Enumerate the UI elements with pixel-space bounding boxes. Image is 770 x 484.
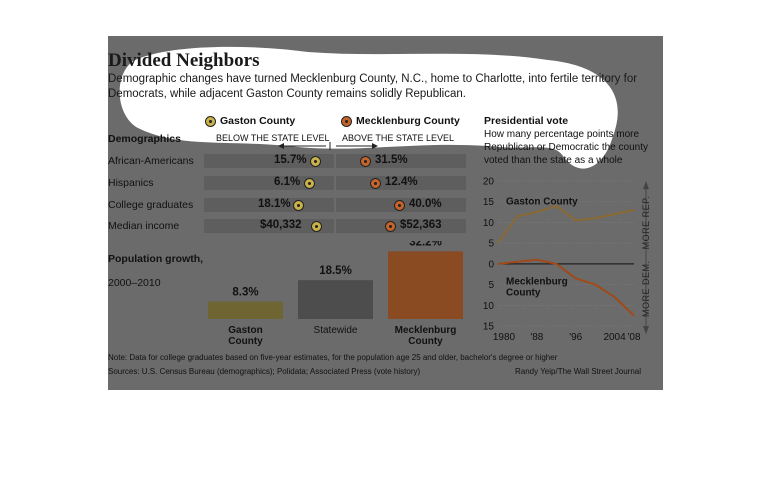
growth-value-label: 18.5% xyxy=(319,265,352,277)
x-tick-label: 1980 xyxy=(493,332,516,343)
demo-label: College graduates xyxy=(108,199,194,211)
growth-category-label: County xyxy=(228,336,263,347)
up-arrow-icon xyxy=(643,181,649,190)
growth-bar xyxy=(388,251,463,319)
vote-heading: Presidential vote xyxy=(484,115,569,127)
legend-mecklenburg: Mecklenburg County xyxy=(356,115,460,127)
growth-bar xyxy=(208,301,283,319)
series-label-mecklenburg: County xyxy=(506,287,541,298)
demo-bar-left xyxy=(204,176,334,190)
page-title: Divided Neighbors xyxy=(108,50,260,71)
growth-category-label: Statewide xyxy=(314,325,358,336)
growth-value-label: 32.2% xyxy=(409,241,442,248)
mecklenburg-value: $52,363 xyxy=(400,219,442,231)
mecklenburg-dot-icon xyxy=(370,178,381,189)
mecklenburg-legend-icon xyxy=(341,116,352,127)
mecklenburg-dot-icon xyxy=(394,200,405,211)
mecklenburg-value: 40.0% xyxy=(409,198,442,210)
y-tick-label: 5 xyxy=(488,239,494,250)
highlight-shape xyxy=(119,46,618,169)
gaston-dot-icon xyxy=(310,156,321,167)
demo-bar-right xyxy=(336,219,466,233)
infographic-panel: Divided Neighbors Demographic changes ha… xyxy=(108,36,663,390)
gaston-value: 6.1% xyxy=(274,176,301,188)
more-dem-label: MORE DEM. xyxy=(641,260,651,317)
y-tick-label: 10 xyxy=(483,218,495,229)
y-tick-label: 5 xyxy=(488,280,494,291)
growth-category-label: Mecklenburg xyxy=(395,325,457,336)
growth-value-label: 8.3% xyxy=(232,287,258,299)
demo-bar-left xyxy=(204,154,334,168)
y-tick-label: 20 xyxy=(483,177,495,188)
vote-description: How many percentage points more Republic… xyxy=(484,129,648,166)
legend-below: BELOW THE STATE LEVEL xyxy=(216,133,330,143)
growth-years: 2000–2010 xyxy=(108,277,161,289)
x-tick-label: '08 xyxy=(627,332,640,343)
y-tick-label: 15 xyxy=(483,322,495,333)
gaston-dot-icon xyxy=(304,178,315,189)
x-tick-label: 2004 xyxy=(603,332,626,343)
gaston-legend-icon xyxy=(205,116,216,127)
series-label-gaston: Gaston County xyxy=(506,197,578,208)
legend-above: ABOVE THE STATE LEVEL xyxy=(342,133,455,143)
direction-arrows-icon xyxy=(278,142,378,150)
x-tick-label: '96 xyxy=(569,332,582,343)
mecklenburg-dot-icon xyxy=(385,221,396,232)
growth-category-label: County xyxy=(408,336,443,347)
x-tick-label: '88 xyxy=(530,332,543,343)
demo-label: Median income xyxy=(108,220,180,232)
gaston-value: 15.7% xyxy=(274,154,307,166)
footer-sources: Sources: U.S. Census Bureau (demographic… xyxy=(108,367,421,376)
mecklenburg-value: 12.4% xyxy=(385,176,418,188)
demo-label: Hispanics xyxy=(108,177,154,189)
demographics-heading: Demographics xyxy=(108,133,181,145)
y-tick-label: 0 xyxy=(488,259,494,270)
gaston-dot-icon xyxy=(293,200,304,211)
series-label-mecklenburg: Mecklenburg xyxy=(506,276,568,287)
more-rep-label: MORE REP. xyxy=(641,195,651,249)
vote-line-gaston xyxy=(497,204,635,244)
growth-bar xyxy=(298,280,373,319)
y-tick-label: 10 xyxy=(483,301,495,312)
mecklenburg-value: 31.5% xyxy=(375,154,408,166)
growth-bar-chart: 8.3%GastonCounty18.5%Statewide32.2%Meckl… xyxy=(208,241,463,347)
footer-note: Note: Data for college graduates based o… xyxy=(108,353,558,362)
vote-line-mecklenburg xyxy=(497,258,635,317)
growth-heading: Population growth, xyxy=(108,253,204,265)
demo-bar-right xyxy=(336,176,466,190)
gaston-value: $40,332 xyxy=(260,219,302,231)
mecklenburg-dot-icon xyxy=(360,156,371,167)
legend-gaston: Gaston County xyxy=(220,115,296,127)
down-arrow-icon xyxy=(643,326,649,335)
gaston-value: 18.1% xyxy=(258,198,291,210)
demo-bar-left xyxy=(204,219,334,233)
y-tick-label: 15 xyxy=(483,197,495,208)
footer-credit: Randy Yeip/The Wall Street Journal xyxy=(515,367,641,376)
growth-category-label: Gaston xyxy=(228,325,262,336)
gaston-dot-icon xyxy=(311,221,322,232)
page-subtitle: Demographic changes have turned Mecklenb… xyxy=(108,73,638,100)
demo-label: African-Americans xyxy=(108,155,194,167)
